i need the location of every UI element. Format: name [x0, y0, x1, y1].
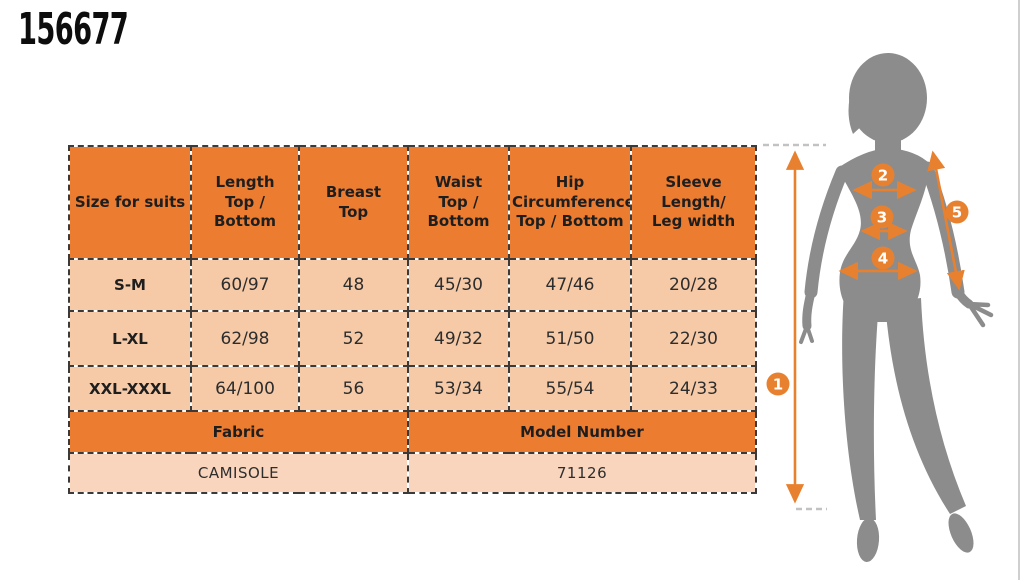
- fabric-model-value-row: CAMISOLE 71126: [68, 452, 757, 494]
- measurement-figure: 1 2 3 4 5: [763, 0, 1020, 580]
- waist-cell: 53/34: [407, 365, 510, 412]
- product-id-label: 156677: [18, 4, 129, 55]
- table-header-row: Size for suits Length Top / Bottom Breas…: [68, 145, 757, 260]
- size-cell: XXL-XXXL: [68, 365, 192, 412]
- column-header-size: Size for suits: [68, 145, 192, 260]
- svg-text:3: 3: [877, 208, 887, 226]
- breast-cell: 48: [298, 258, 409, 312]
- sleeve-cell: 22/30: [630, 310, 757, 367]
- table-row: S-M 60/97 48 45/30 47/46 20/28: [68, 258, 757, 312]
- column-header-sleeve: Sleeve Length/ Leg width: [630, 145, 757, 260]
- length-cell: 60/97: [190, 258, 300, 312]
- fabric-value-cell: CAMISOLE: [68, 452, 409, 494]
- size-cell: S-M: [68, 258, 192, 312]
- marker-circle-3: 3: [870, 205, 894, 229]
- breast-cell: 56: [298, 365, 409, 412]
- svg-text:5: 5: [952, 203, 962, 221]
- hip-cell: 51/50: [508, 310, 632, 367]
- model-value-cell: 71126: [407, 452, 757, 494]
- female-silhouette: [799, 53, 994, 562]
- marker-circle-5: 5: [945, 200, 969, 224]
- sleeve-arrow: [927, 150, 965, 291]
- waist-cell: 45/30: [407, 258, 510, 312]
- table-row: XXL-XXXL 64/100 56 53/34 55/54 24/33: [68, 365, 757, 412]
- length-cell: 64/100: [190, 365, 300, 412]
- marker-circle-1: 1: [766, 372, 790, 396]
- breast-cell: 52: [298, 310, 409, 367]
- size-chart-table: Size for suits Length Top / Bottom Breas…: [68, 145, 757, 494]
- length-cell: 62/98: [190, 310, 300, 367]
- svg-text:4: 4: [878, 249, 888, 267]
- fabric-header-cell: Fabric: [68, 410, 409, 454]
- measure-markers: 1 2 3 4 5: [766, 163, 969, 396]
- column-header-breast: Breast Top: [298, 145, 409, 260]
- sleeve-cell: 24/33: [630, 365, 757, 412]
- column-header-hip: Hip Circumference Top / Bottom: [508, 145, 632, 260]
- svg-text:2: 2: [878, 166, 888, 184]
- model-header-cell: Model Number: [407, 410, 757, 454]
- fabric-model-header-row: Fabric Model Number: [68, 410, 757, 454]
- column-header-waist: Waist Top / Bottom: [407, 145, 510, 260]
- hip-cell: 47/46: [508, 258, 632, 312]
- hip-cell: 55/54: [508, 365, 632, 412]
- marker-circle-4: 4: [871, 246, 895, 270]
- svg-text:1: 1: [773, 375, 783, 393]
- sleeve-cell: 20/28: [630, 258, 757, 312]
- column-header-length: Length Top / Bottom: [190, 145, 300, 260]
- waist-cell: 49/32: [407, 310, 510, 367]
- table-row: L-XL 62/98 52 49/32 51/50 22/30: [68, 310, 757, 367]
- marker-circle-2: 2: [871, 163, 895, 187]
- size-cell: L-XL: [68, 310, 192, 367]
